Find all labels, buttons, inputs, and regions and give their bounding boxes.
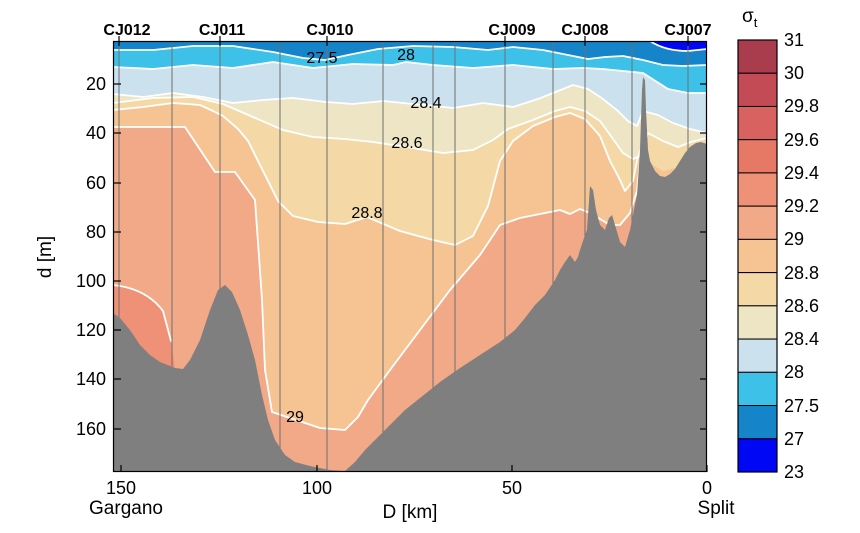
station-label: CJ009 xyxy=(488,22,536,39)
contour-label: 27.5 xyxy=(306,50,338,67)
station-label: CJ010 xyxy=(306,22,354,39)
band-27-27.5 xyxy=(113,41,707,66)
colorbar xyxy=(737,39,778,473)
colorbar-tick-label: 23 xyxy=(784,462,805,482)
colorbar-tick-label: 28 xyxy=(784,362,805,383)
contour-label: 29 xyxy=(286,409,304,426)
station-ticks-top xyxy=(118,36,689,46)
x-tick-label: 0 xyxy=(701,478,712,498)
colorbar-segment xyxy=(737,172,778,207)
contour-label: 28.4 xyxy=(410,95,442,112)
colorbar-tick-label: 29.4 xyxy=(784,162,820,183)
colorbar-tick-label: 27.5 xyxy=(784,395,820,416)
colorbar-tick-label: 29.6 xyxy=(784,129,820,150)
sigma-subscript: t xyxy=(753,14,758,30)
colorbar-tick-label: 28.6 xyxy=(784,295,820,316)
right-endpoint-label: Split xyxy=(697,498,735,519)
station-label: CJ007 xyxy=(664,22,712,39)
colorbar-segment xyxy=(737,405,778,440)
x-tick-label: 150 xyxy=(105,478,137,498)
colorbar-tick-label: 29.2 xyxy=(784,196,820,217)
contour-field xyxy=(113,41,707,472)
y-tick-label: 60 xyxy=(85,173,106,193)
colorbar-segment xyxy=(737,105,778,141)
colorbar-segment xyxy=(737,338,778,373)
colorbar-tick-label: 28.4 xyxy=(784,329,820,350)
bathymetry xyxy=(113,77,707,472)
y-tick-label: 20 xyxy=(85,74,106,94)
x-ticks-bottom xyxy=(120,465,708,472)
x-tick-label: 100 xyxy=(301,478,333,498)
colorbar-tick-label: 29 xyxy=(784,229,805,250)
colorbar-segment xyxy=(737,272,778,307)
y-tick-label: 80 xyxy=(85,222,106,242)
colorbar-tick-label: 27 xyxy=(784,428,805,449)
colorbar-segment xyxy=(737,438,778,473)
colorbar-tick-label: 28.8 xyxy=(784,262,820,283)
colorbar-tick-label: 29.8 xyxy=(784,96,820,117)
contour-label: 28 xyxy=(397,47,415,64)
colorbar-segment xyxy=(737,371,778,407)
y-ticks-left xyxy=(114,83,121,430)
station-label: CJ011 xyxy=(198,22,246,39)
colorbar-title: σt xyxy=(742,6,757,30)
x-axis-title: D [km] xyxy=(382,502,438,523)
y-tick-label: 140 xyxy=(75,369,106,389)
band-23-27 xyxy=(650,41,707,51)
colorbar-segment xyxy=(737,305,778,340)
contour-label: 28.8 xyxy=(351,205,383,222)
left-endpoint-label: Gargano xyxy=(89,498,163,519)
y-tick-label: 120 xyxy=(75,320,106,340)
colorbar-segment xyxy=(737,205,778,240)
y-ticks-right xyxy=(700,83,707,430)
colorbar-segment xyxy=(737,72,778,107)
y-tick-label: 160 xyxy=(75,419,106,439)
colorbar-tick-label: 31 xyxy=(784,30,805,50)
colorbar-segment xyxy=(737,238,778,274)
y-axis-title: d [m] xyxy=(35,235,56,279)
colorbar-segment xyxy=(737,39,778,74)
contour-label: 28.6 xyxy=(391,135,423,152)
y-tick-label: 100 xyxy=(75,271,106,291)
axis-box xyxy=(112,40,708,473)
x-tick-label: 50 xyxy=(501,478,523,498)
y-tick-label: 40 xyxy=(85,123,106,143)
contour-lines xyxy=(113,41,707,431)
colorbar-tick-label: 30 xyxy=(784,63,805,84)
sigma-symbol: σ xyxy=(742,6,754,27)
colorbar-segment xyxy=(737,139,778,174)
station-label: CJ008 xyxy=(561,22,609,39)
colorbar-border xyxy=(737,39,778,473)
station-label: CJ012 xyxy=(103,22,151,39)
